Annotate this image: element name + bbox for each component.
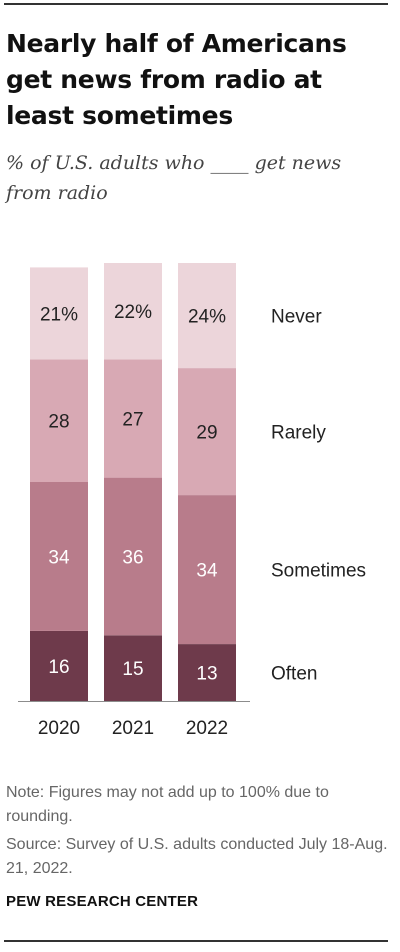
bar-rarely-2020 xyxy=(30,359,88,482)
bottom-rule xyxy=(4,940,388,942)
data-label-never-2020: 21% xyxy=(40,304,78,325)
data-label-often-2021: 15 xyxy=(122,659,143,680)
data-label-never-2021: 22% xyxy=(114,302,152,323)
x-tick-label-2022: 2022 xyxy=(186,718,228,739)
bar-sometimes-2021 xyxy=(104,477,162,636)
x-tick-label-2021: 2021 xyxy=(112,718,154,739)
data-label-often-2020: 16 xyxy=(48,657,69,678)
data-label-sometimes-2021: 36 xyxy=(122,548,143,569)
brand-label: PEW RESEARCH CENTER xyxy=(6,893,199,910)
bar-never-2021 xyxy=(104,263,162,360)
data-label-rarely-2021: 27 xyxy=(122,410,143,431)
data-label-sometimes-2020: 34 xyxy=(48,548,70,569)
data-label-rarely-2022: 29 xyxy=(196,423,217,444)
top-rule xyxy=(4,3,388,5)
data-label-rarely-2020: 28 xyxy=(48,412,69,433)
legend-label-sometimes: Sometimes xyxy=(271,561,366,582)
bar-never-2020 xyxy=(30,267,88,360)
x-tick-label-2020: 2020 xyxy=(38,718,80,739)
legend-label-rarely: Rarely xyxy=(271,423,326,444)
stacked-bar-chart: 16 34 28 21% 15 36 27 22% 13 34 29 24% Often Sometim… xyxy=(18,263,366,739)
bar-never-2022 xyxy=(178,263,236,369)
chart-note: Note: Figures may not add up to 100% due… xyxy=(6,784,329,825)
chart-source: Source: Survey of U.S. adults conducted … xyxy=(6,836,388,877)
bar-often-2022 xyxy=(178,644,236,701)
data-label-sometimes-2022: 34 xyxy=(196,561,218,582)
bar-rarely-2021 xyxy=(104,359,162,478)
bar-sometimes-2020 xyxy=(30,482,88,631)
bar-rarely-2022 xyxy=(178,368,236,496)
chart-subtitle: % of U.S. adults who ____ get news from … xyxy=(6,152,342,204)
legend-label-often: Often xyxy=(271,664,317,685)
bar-often-2020 xyxy=(30,630,88,701)
bar-sometimes-2022 xyxy=(178,495,236,644)
legend-label-never: Never xyxy=(271,307,322,328)
chart-title: Nearly half of Americans get news from r… xyxy=(6,29,347,130)
bar-often-2021 xyxy=(104,635,162,701)
data-label-often-2022: 13 xyxy=(196,664,217,685)
data-label-never-2022: 24% xyxy=(188,307,226,328)
